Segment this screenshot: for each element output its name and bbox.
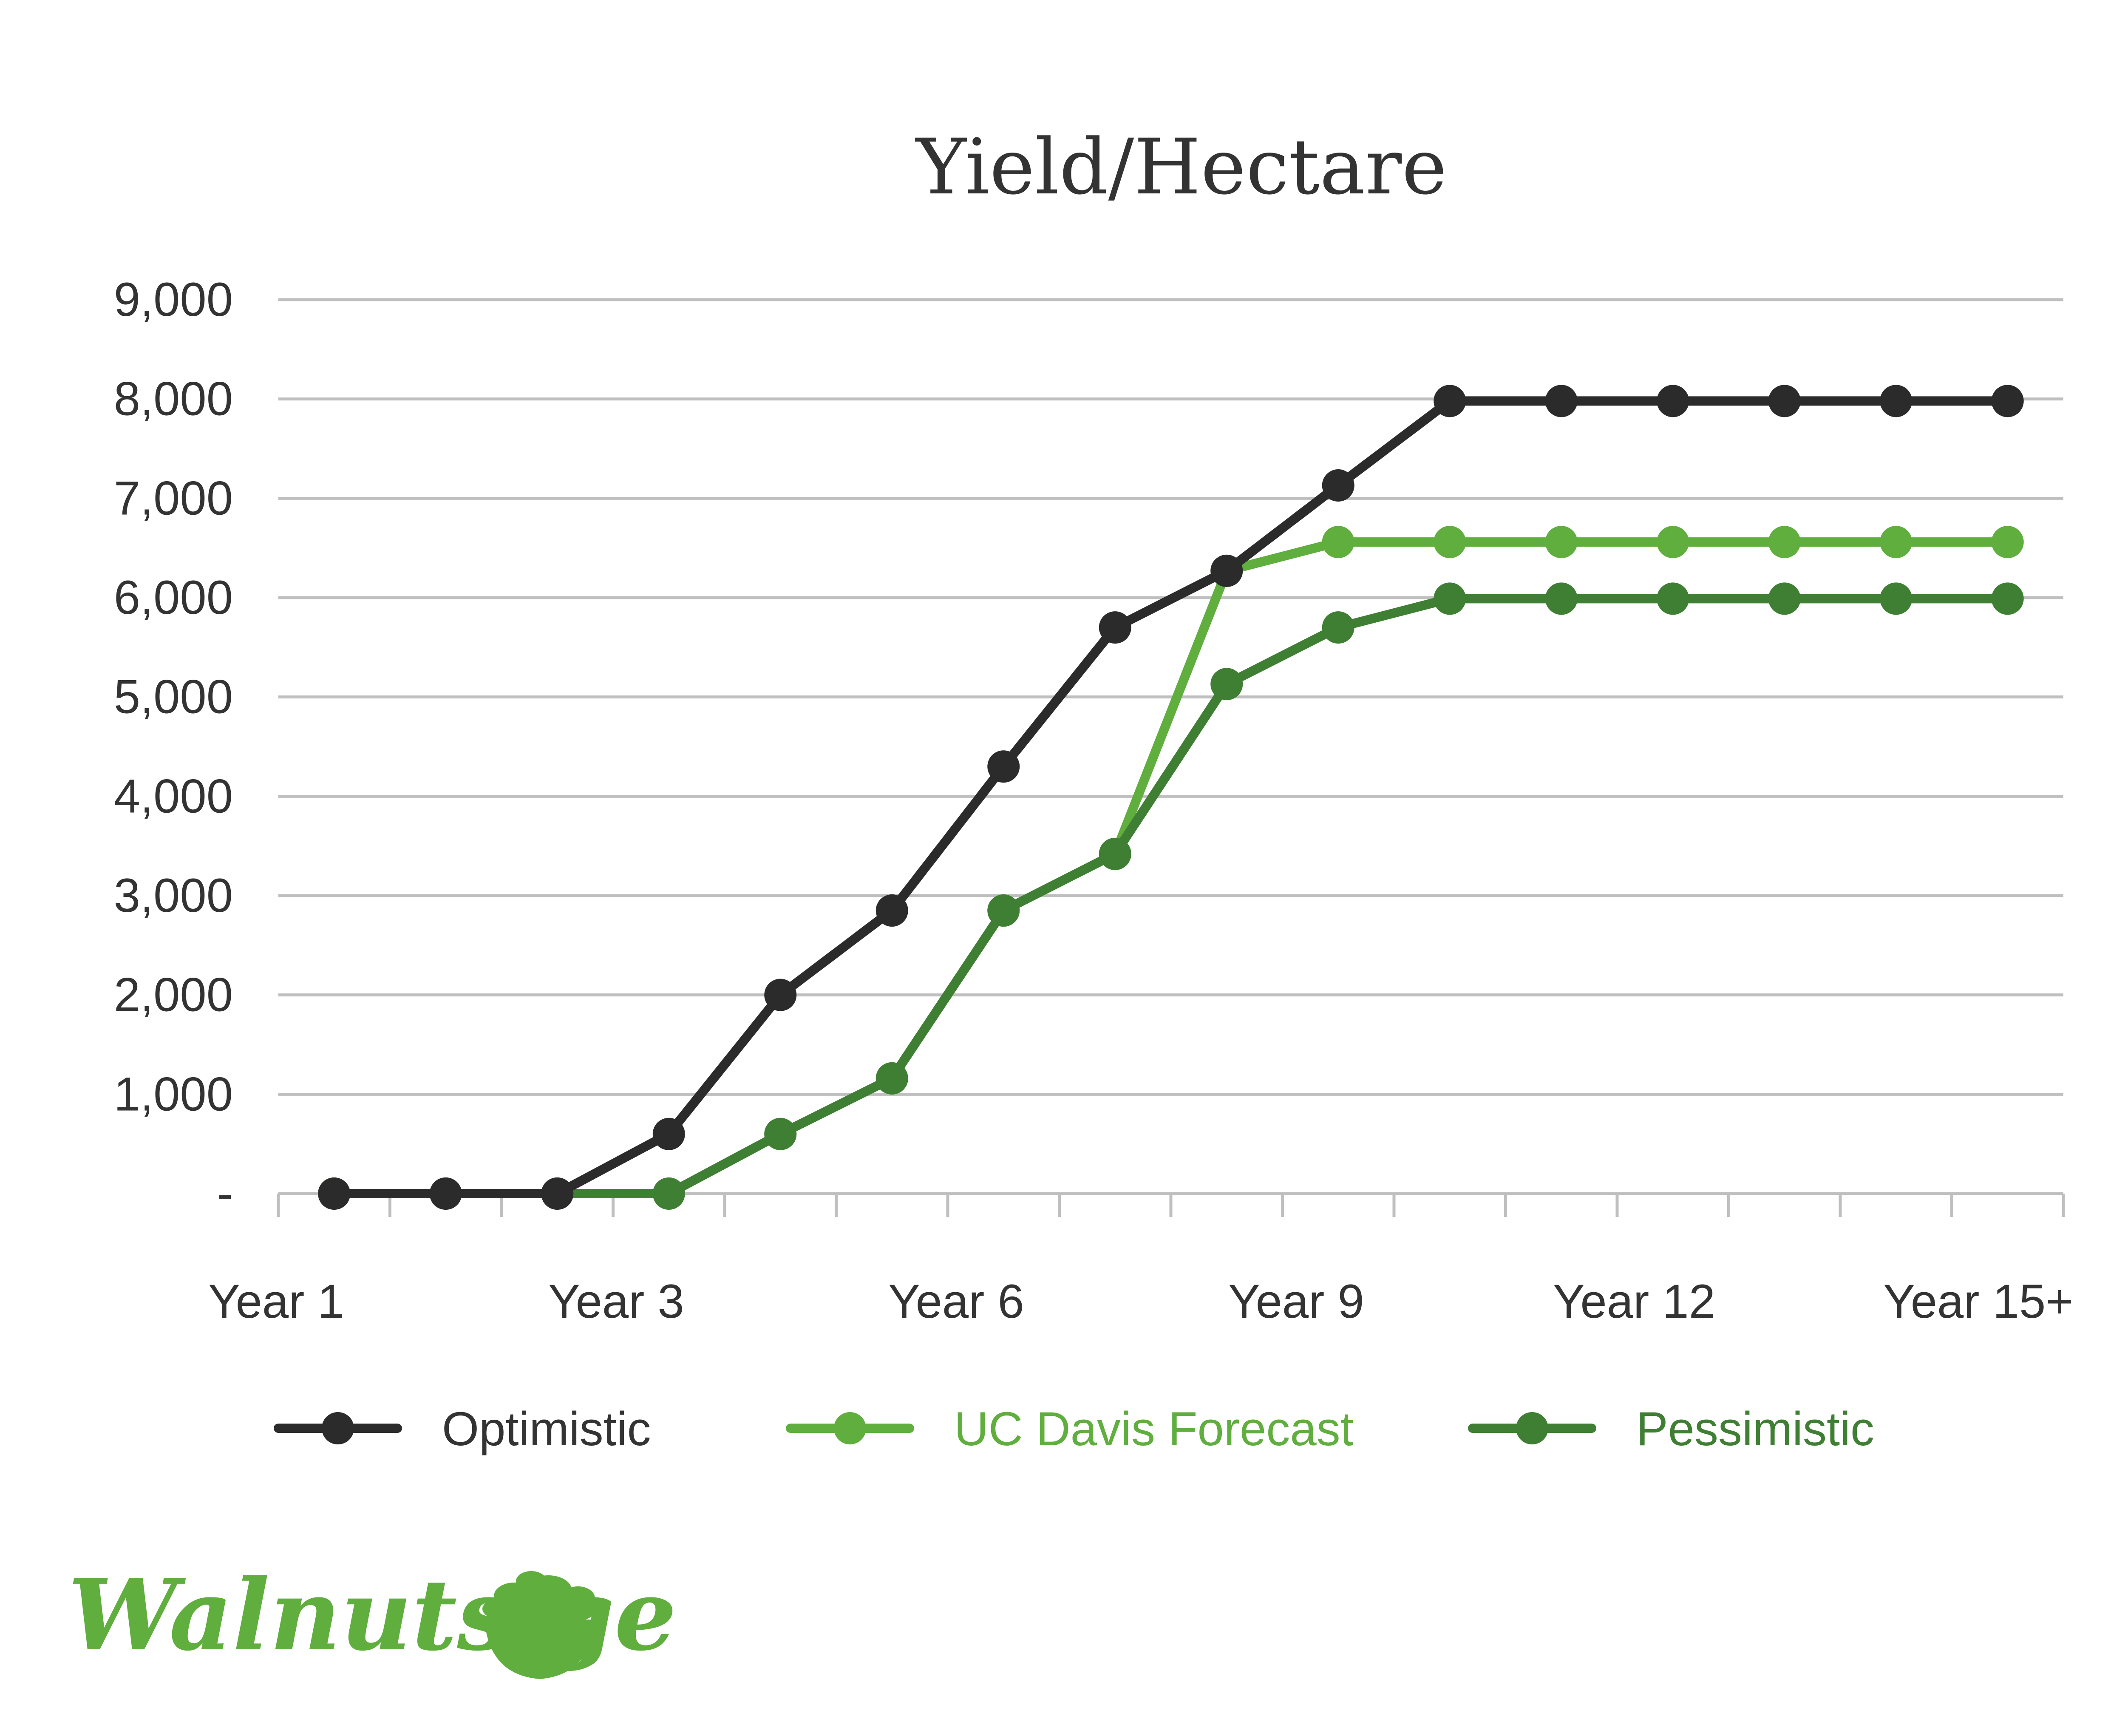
y-tick-label: 5,000 (114, 670, 233, 723)
data-point (1545, 526, 1578, 559)
data-point (1099, 611, 1131, 644)
legend-item: Pessimistic (1468, 1402, 1874, 1455)
data-point (876, 1062, 908, 1095)
data-point (1434, 385, 1466, 417)
data-point (1545, 582, 1578, 615)
y-tick-label: 3,000 (114, 869, 233, 922)
data-point (1545, 385, 1578, 417)
data-point (1768, 582, 1801, 615)
data-point (1657, 385, 1689, 417)
series-group (318, 385, 2024, 1210)
y-tick-label: 6,000 (114, 571, 233, 624)
y-axis-ticks: - 1,000 2,000 3,000 4,000 5,000 6,000 7,000 8,00… (114, 273, 233, 1220)
x-tick-label: Year 15+ (1883, 1275, 2073, 1328)
data-point (1322, 469, 1354, 502)
legend-label: UC Davis Forecast (954, 1402, 1354, 1455)
data-point (1434, 526, 1466, 559)
data-point (1991, 582, 2024, 615)
series-optimistic (318, 385, 2024, 1210)
brand-logo: Walnuts.ge (68, 1558, 677, 1679)
walnut-bowl-icon (482, 1571, 597, 1679)
data-point (1768, 526, 1801, 559)
data-point (652, 1177, 685, 1210)
legend-item: Optimistic (274, 1402, 651, 1455)
data-point (1657, 582, 1689, 615)
data-point (652, 1118, 685, 1150)
data-point (1880, 526, 1912, 559)
y-tick-label: - (217, 1167, 233, 1220)
data-point (1322, 611, 1354, 644)
legend-label: Pessimistic (1636, 1402, 1874, 1455)
data-point (987, 894, 1020, 927)
legend-swatch-marker (322, 1412, 354, 1444)
data-point (429, 1177, 462, 1210)
data-point (1880, 582, 1912, 615)
data-point (987, 750, 1020, 783)
grid-lines (278, 298, 2063, 1096)
data-point (1322, 526, 1354, 559)
legend-label: Optimistic (442, 1402, 651, 1455)
x-tick-label: Year 12 (1553, 1275, 1715, 1328)
y-tick-label: 8,000 (114, 372, 233, 425)
x-tick-label: Year 6 (888, 1275, 1024, 1328)
series-line (329, 396, 2012, 1198)
series-uc-davis-forecast (318, 526, 2024, 1210)
data-point (764, 979, 797, 1011)
legend-item: UC Davis Forecast (786, 1402, 1354, 1455)
data-point (1768, 385, 1801, 417)
legend: Optimistic UC Davis Forecast Pessimistic (274, 1402, 1874, 1455)
y-tick-label: 9,000 (114, 273, 233, 326)
data-point (541, 1177, 574, 1210)
data-point (1880, 385, 1912, 417)
data-point (1991, 385, 2024, 417)
data-point (764, 1118, 797, 1150)
data-point (1210, 668, 1243, 701)
data-point (1434, 582, 1466, 615)
y-tick-label: 2,000 (114, 968, 233, 1021)
legend-swatch-marker (834, 1412, 866, 1444)
data-point (318, 1177, 351, 1210)
x-tick-label: Year 3 (548, 1275, 684, 1328)
data-point (1210, 554, 1243, 587)
y-tick-label: 1,000 (114, 1067, 233, 1120)
x-tick-label: Year 1 (208, 1275, 344, 1328)
y-tick-label: 7,000 (114, 471, 233, 525)
series-line (329, 537, 2012, 1198)
series-line (329, 594, 2012, 1198)
data-point (1991, 526, 2024, 559)
x-tick-label: Year 9 (1228, 1275, 1364, 1328)
y-tick-label: 4,000 (114, 769, 233, 823)
data-point (1099, 837, 1131, 870)
chart-title: Yield/Hectare (915, 123, 1447, 212)
data-point (1657, 526, 1689, 559)
legend-swatch-marker (1516, 1412, 1548, 1444)
x-axis-tick-labels: Year 1 Year 3 Year 6 Year 9 Year 12 Year 15+ (208, 1275, 2074, 1328)
data-point (876, 894, 908, 927)
